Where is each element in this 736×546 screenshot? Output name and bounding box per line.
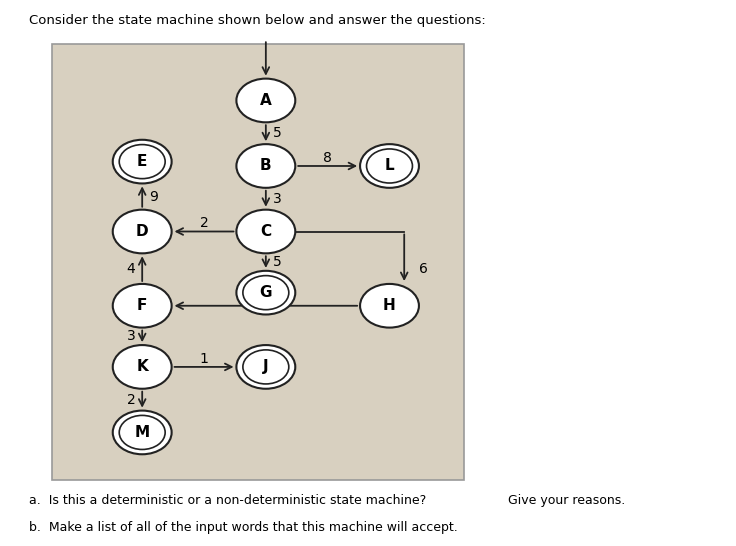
Text: L: L: [385, 158, 394, 174]
Circle shape: [236, 271, 295, 314]
Text: 5: 5: [272, 126, 281, 140]
Text: G: G: [260, 285, 272, 300]
Text: Give your reasons.: Give your reasons.: [509, 494, 626, 507]
Text: J: J: [263, 359, 269, 375]
Text: a.  Is this a deterministic or a non-deterministic state machine?: a. Is this a deterministic or a non-dete…: [29, 494, 427, 507]
Text: 9: 9: [149, 189, 158, 204]
Circle shape: [113, 140, 171, 183]
Text: 5: 5: [272, 255, 281, 269]
Text: 7: 7: [261, 290, 270, 305]
Text: 6: 6: [419, 262, 428, 276]
Text: A: A: [260, 93, 272, 108]
Text: C: C: [261, 224, 272, 239]
Circle shape: [113, 345, 171, 389]
Text: D: D: [136, 224, 149, 239]
Bar: [52, 44, 464, 480]
Text: F: F: [137, 298, 147, 313]
Circle shape: [236, 210, 295, 253]
Text: K: K: [136, 359, 148, 375]
Circle shape: [360, 144, 419, 188]
Circle shape: [236, 144, 295, 188]
Circle shape: [113, 411, 171, 454]
Text: B: B: [260, 158, 272, 174]
Text: b.  Make a list of all of the input words that this machine will accept.: b. Make a list of all of the input words…: [29, 521, 459, 535]
Text: 1: 1: [199, 352, 208, 366]
Text: H: H: [383, 298, 396, 313]
Text: 3: 3: [272, 192, 281, 206]
Text: 4: 4: [127, 262, 135, 276]
Text: 8: 8: [323, 151, 332, 165]
Circle shape: [360, 284, 419, 328]
Text: M: M: [135, 425, 149, 440]
Circle shape: [236, 79, 295, 122]
Circle shape: [236, 345, 295, 389]
Text: 2: 2: [127, 393, 135, 407]
Text: 2: 2: [199, 216, 208, 230]
Text: E: E: [137, 154, 147, 169]
Circle shape: [113, 284, 171, 328]
Text: 3: 3: [127, 329, 135, 343]
Circle shape: [113, 210, 171, 253]
Text: Consider the state machine shown below and answer the questions:: Consider the state machine shown below a…: [29, 14, 486, 27]
